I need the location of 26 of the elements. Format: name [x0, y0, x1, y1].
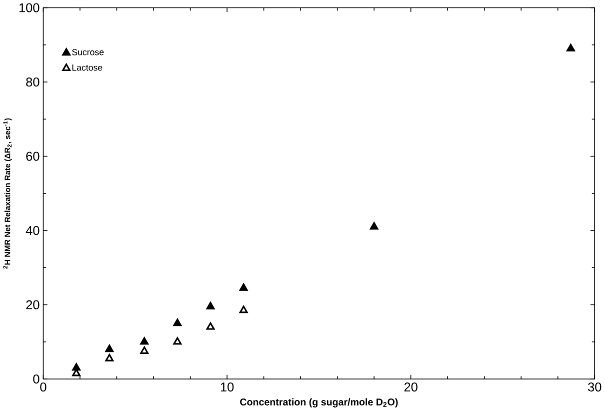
point	[370, 222, 378, 230]
point	[105, 354, 114, 362]
x-tick-label: 20	[404, 382, 418, 392]
y-tick-label: 20	[26, 300, 40, 310]
y-tick-label: 40	[26, 226, 40, 236]
point	[173, 337, 182, 345]
x-tick-label: 30	[588, 382, 602, 392]
point	[72, 363, 81, 371]
y-tick-label: 80	[26, 78, 40, 87]
y-tick-label: 0	[33, 374, 40, 384]
point	[173, 318, 182, 326]
point	[140, 337, 149, 345]
point	[239, 284, 248, 291]
x-tick-label: 10	[220, 382, 234, 392]
point	[140, 346, 149, 354]
point	[239, 306, 248, 314]
point	[105, 344, 114, 352]
legend-label: Sucrose	[72, 49, 104, 56]
point	[206, 322, 215, 330]
x-axis-title: Concentration (g sugar/mole D$_{2}$O)	[240, 398, 398, 408]
y-tick-label: 100	[19, 3, 40, 12]
point	[566, 44, 575, 52]
point	[206, 302, 215, 310]
y-tick-label: 60	[26, 152, 40, 161]
x-tick-label: 0	[40, 382, 46, 392]
legend-label: Lactose	[72, 64, 102, 71]
